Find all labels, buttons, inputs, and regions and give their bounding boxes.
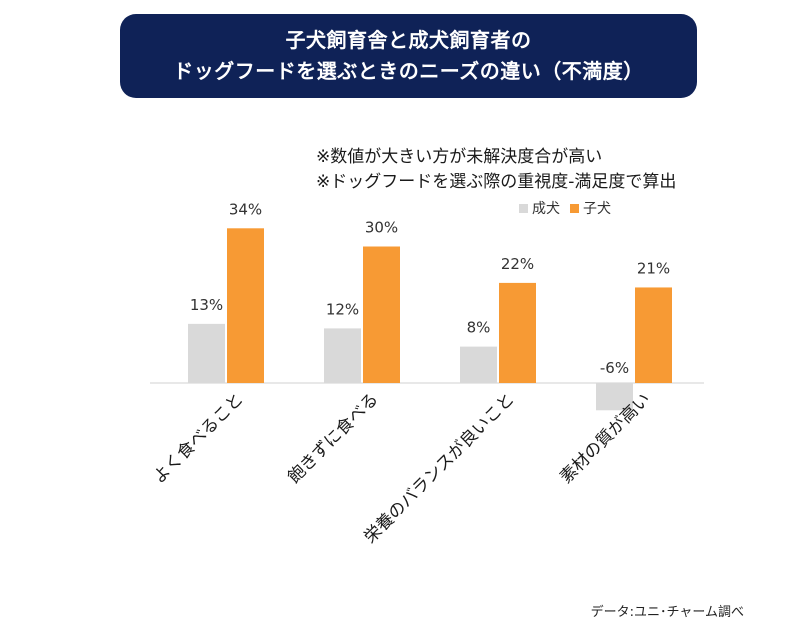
- title-line-2: ドッグフードを選ぶときのニーズの違い（不満度）: [173, 59, 644, 83]
- bar-puppy-0: [227, 228, 264, 383]
- legend-item-adult: 成犬: [519, 198, 560, 218]
- value-label-puppy-2: 22%: [501, 255, 534, 273]
- bar-puppy-2: [499, 282, 536, 383]
- category-label-2: 栄養のバランスが良いこと: [360, 389, 518, 547]
- value-label-adult-1: 12%: [326, 300, 359, 318]
- bar-puppy-1: [363, 246, 400, 383]
- bar-adult-2: [460, 346, 497, 383]
- bar-adult-1: [324, 328, 361, 383]
- note-line-2: ※ドッグフードを選ぶ際の重視度-満足度で算出: [316, 172, 677, 192]
- value-label-adult-2: 8%: [467, 319, 491, 337]
- legend-label-adult: 成犬: [532, 201, 560, 217]
- category-label-1: 飽きずに食べる: [284, 389, 382, 487]
- bar-adult-3: [596, 383, 633, 411]
- value-label-adult-0: 13%: [190, 296, 223, 314]
- value-label-puppy-0: 34%: [229, 200, 262, 218]
- value-label-adult-3: -6%: [600, 359, 629, 377]
- legend-swatch-puppy: [570, 203, 579, 213]
- chart-title-banner: 子犬飼育舎と成犬飼育者の ドッグフードを選ぶときのニーズの違い（不満度）: [120, 14, 697, 98]
- legend-label-puppy: 子犬: [583, 201, 611, 217]
- value-label-puppy-1: 30%: [365, 219, 398, 237]
- bar-adult-0: [188, 323, 225, 383]
- bar-puppy-3: [635, 287, 672, 383]
- note-line-1: ※数値が大きい方が未解決度合が高い: [316, 147, 603, 167]
- legend-item-puppy: 子犬: [570, 198, 611, 218]
- category-label-0: よく食べること: [149, 389, 247, 487]
- chart-legend: 成犬 子犬: [519, 198, 621, 218]
- legend-swatch-adult: [519, 203, 528, 213]
- data-source-credit: データ:ユニ･チャーム調べ: [590, 605, 744, 620]
- value-label-puppy-3: 21%: [637, 259, 670, 277]
- title-line-1: 子犬飼育舎と成犬飼育者の: [285, 28, 532, 52]
